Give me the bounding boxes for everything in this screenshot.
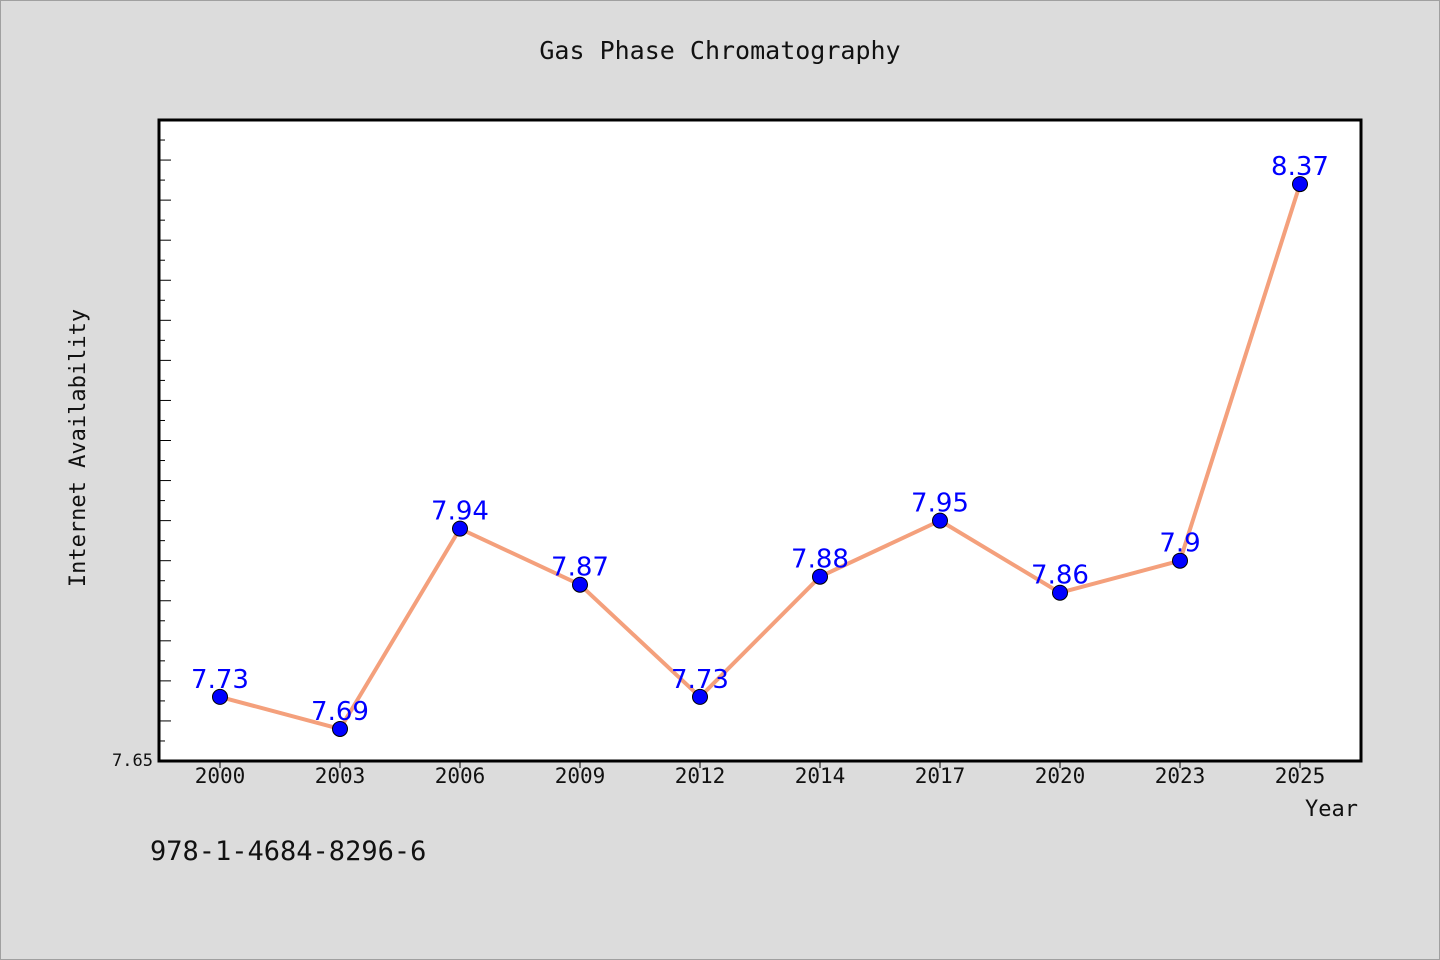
x-tick-label: 2014 xyxy=(795,764,846,788)
data-point xyxy=(812,568,828,585)
x-tick-label: 2017 xyxy=(915,764,966,788)
x-tick-label: 2025 xyxy=(1275,764,1326,788)
plot-area xyxy=(157,118,1363,763)
y-tick-label: 7.65 xyxy=(112,751,153,771)
x-tick-label: 2003 xyxy=(315,764,366,788)
x-tick-label: 2006 xyxy=(435,764,486,788)
x-axis-title: Year xyxy=(1305,797,1358,822)
data-label: 7.9 xyxy=(1159,529,1200,559)
series-line xyxy=(219,183,1302,731)
series-layer: 7.73 7.69 7.94 7.87 7.73 7.88 7.95 7.86 7.9 8.37 xyxy=(191,152,1329,737)
data-label: 7.88 xyxy=(791,545,849,575)
data-point xyxy=(572,576,588,593)
data-label: 7.95 xyxy=(911,489,969,519)
data-label: 7.94 xyxy=(431,497,489,527)
data-point xyxy=(692,688,708,705)
x-tick-label: 2009 xyxy=(555,764,606,788)
data-point xyxy=(1172,552,1188,569)
data-label: 8.37 xyxy=(1271,152,1329,182)
x-axis-ticks: 2000 2003 2006 2009 2012 2014 2017 2020 2023 2025 xyxy=(195,761,1326,788)
x-tick-label: 2020 xyxy=(1035,764,1086,788)
y-axis-ticks: 7.65 xyxy=(112,119,171,771)
data-point xyxy=(932,512,948,529)
data-label: 7.87 xyxy=(551,553,609,583)
y-axis-title: Internet Availability xyxy=(66,309,91,587)
data-point xyxy=(452,520,468,537)
footer-isbn: 978-1-4684-8296-6 xyxy=(150,836,427,867)
data-label: 7.73 xyxy=(191,665,249,695)
data-point xyxy=(212,688,228,705)
data-point xyxy=(1292,176,1308,193)
chart-title: Gas Phase Chromatography xyxy=(539,36,901,65)
x-tick-label: 2023 xyxy=(1155,764,1206,788)
data-label: 7.73 xyxy=(671,665,729,695)
x-tick-label: 2000 xyxy=(195,764,246,788)
data-point xyxy=(1052,584,1068,601)
x-tick-label: 2012 xyxy=(675,764,726,788)
data-label: 7.86 xyxy=(1031,561,1089,591)
data-point xyxy=(332,720,348,737)
data-label: 7.69 xyxy=(311,697,369,727)
